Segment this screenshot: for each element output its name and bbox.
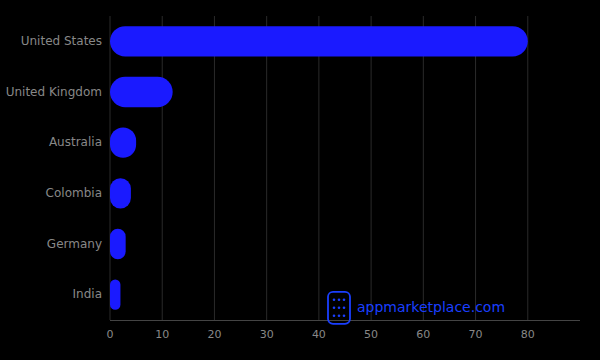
watermark-dot [338,307,341,310]
bar [110,279,120,309]
bar [110,26,528,56]
x-tick-label: 20 [207,328,221,341]
y-tick-label: United States [21,34,102,48]
x-tick-label: 80 [521,328,535,341]
grid-line [162,16,163,320]
y-tick-label: Australia [49,135,102,149]
watermark-dot [333,307,336,310]
watermark-dot [343,307,346,310]
y-tick-label: United Kingdom [6,85,102,99]
bar [110,77,173,107]
watermark-dot [338,315,341,318]
x-tick-label: 60 [416,328,430,341]
grid [110,16,528,320]
grid-line [266,16,267,320]
grid-line [475,16,476,320]
bars [110,26,528,310]
x-tick-label: 30 [260,328,274,341]
watermark-dot [333,299,336,302]
watermark-dot [343,315,346,318]
background [0,0,600,360]
grid-line [110,16,111,320]
grid-line [214,16,215,320]
x-tick-label: 50 [364,328,378,341]
x-tick-label: 70 [469,328,483,341]
watermark: appmarketplace.com [328,292,505,324]
watermark-dot [343,299,346,302]
grid-line [423,16,424,320]
watermark-text: appmarketplace.com [357,299,505,315]
watermark-dot [333,315,336,318]
x-axis-line [110,320,580,321]
bar [110,127,136,157]
grid-line [318,16,319,320]
y-tick-label: Colombia [46,186,102,200]
x-tick-label: 0 [107,328,114,341]
bar [110,178,131,208]
bar [110,229,126,259]
y-tick-label: Germany [47,237,102,251]
x-tick-label: 10 [155,328,169,341]
y-tick-label: India [73,287,102,301]
chart: 0 10 20 30 40 50 60 70 80 India Germany Colombia Aus… [0,0,600,360]
grid-line [527,16,528,320]
watermark-dot [338,299,341,302]
grid-line [371,16,372,320]
watermark-icon [328,292,350,324]
x-tick-label: 40 [312,328,326,341]
